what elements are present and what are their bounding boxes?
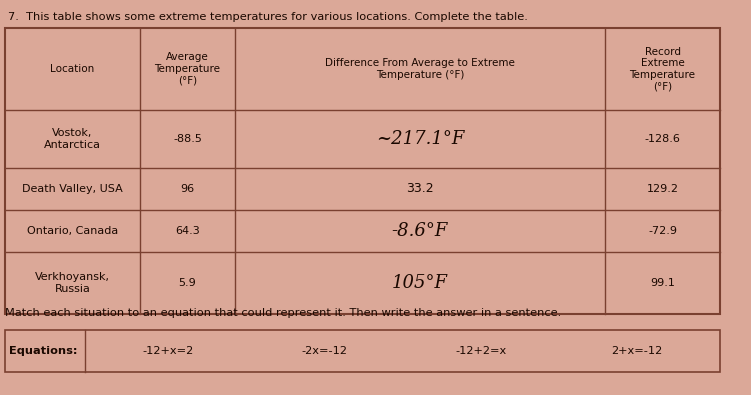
Text: -12+2=x: -12+2=x xyxy=(455,346,506,356)
Text: Location: Location xyxy=(50,64,95,74)
Bar xyxy=(5,28,720,314)
Text: 33.2: 33.2 xyxy=(406,182,434,196)
Text: 64.3: 64.3 xyxy=(175,226,200,236)
Bar xyxy=(5,330,720,372)
Text: 2+x=-12: 2+x=-12 xyxy=(611,346,662,356)
Text: -128.6: -128.6 xyxy=(644,134,680,144)
Text: Vostok,
Antarctica: Vostok, Antarctica xyxy=(44,128,101,150)
Text: -8.6°F: -8.6°F xyxy=(392,222,448,240)
Text: 5.9: 5.9 xyxy=(179,278,196,288)
Text: -2x=-12: -2x=-12 xyxy=(301,346,348,356)
Text: Ontario, Canada: Ontario, Canada xyxy=(27,226,118,236)
Text: 96: 96 xyxy=(180,184,195,194)
Text: Difference From Average to Extreme
Temperature (°F): Difference From Average to Extreme Tempe… xyxy=(325,58,515,80)
Text: Average
Temperature
(°F): Average Temperature (°F) xyxy=(155,53,221,86)
Text: Death Valley, USA: Death Valley, USA xyxy=(22,184,123,194)
Text: 105°F: 105°F xyxy=(392,274,448,292)
Text: 7.  This table shows some extreme temperatures for various locations. Complete t: 7. This table shows some extreme tempera… xyxy=(8,12,528,22)
Text: Equations:: Equations: xyxy=(9,346,77,356)
Text: Match each situation to an equation that could represent it. Then write the answ: Match each situation to an equation that… xyxy=(5,308,561,318)
Text: -72.9: -72.9 xyxy=(648,226,677,236)
Text: -88.5: -88.5 xyxy=(173,134,202,144)
Text: Verkhoyansk,
Russia: Verkhoyansk, Russia xyxy=(35,272,110,294)
Text: 99.1: 99.1 xyxy=(650,278,675,288)
Text: ~217.1°F: ~217.1°F xyxy=(376,130,464,148)
Text: Record
Extreme
Temperature
(°F): Record Extreme Temperature (°F) xyxy=(629,47,695,91)
Text: 129.2: 129.2 xyxy=(647,184,678,194)
Text: -12+x=2: -12+x=2 xyxy=(143,346,194,356)
